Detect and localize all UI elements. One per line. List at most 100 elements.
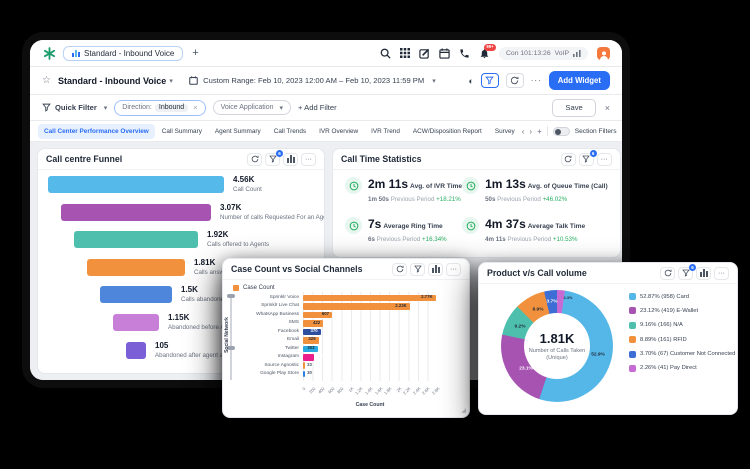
legend-swatch (629, 364, 636, 372)
slider-handle-bottom[interactable] (227, 346, 235, 350)
add-widget-button[interactable]: Add Widget (548, 71, 610, 90)
funnel-bar[interactable] (113, 313, 159, 331)
connection-status-pill[interactable]: Con 101:13:26 VoIP (499, 46, 588, 60)
add-section-button[interactable]: + (537, 126, 542, 136)
phone-icon[interactable] (459, 48, 470, 59)
date-chevron-down-icon: ▾ (432, 77, 436, 85)
filter-chip-direction[interactable]: Direction: Inbound × (114, 99, 206, 116)
board-chevron-down-icon[interactable]: ▾ (169, 77, 173, 85)
case-bar[interactable] (303, 337, 319, 344)
product-legend-item[interactable]: 9.16% (166) N/A (629, 321, 735, 329)
tab-call-center-performance-overview[interactable]: Call Center Performance Overview (38, 123, 155, 139)
case-category-label: Google Play Store (260, 371, 299, 377)
apps-grid-icon[interactable] (400, 48, 411, 58)
favorite-star-icon[interactable]: ☆ (42, 75, 51, 86)
bell-icon[interactable]: 99+ (479, 43, 497, 59)
filter-button[interactable]: 6 (265, 149, 283, 166)
tab-call-summary[interactable]: Call Summary (161, 127, 202, 135)
product-legend-item[interactable]: 8.89% (161) RFID (629, 336, 735, 344)
tab-acw-disposition-report[interactable]: ACW/Disposition Report (412, 127, 482, 135)
stat-previous-value: 4m 11s (485, 235, 506, 243)
funnel-bar[interactable] (100, 286, 172, 304)
case-category-label: Email (287, 337, 299, 343)
product-legend-item[interactable]: 23.12% (419) E-Wallet (629, 307, 735, 315)
stat-delta: +18.21% (436, 195, 461, 203)
board-title: Standard - Inbound Voice (57, 75, 167, 86)
legend-label: 3.70% (67) Customer Not Connected (640, 351, 736, 358)
filter-chip-voice-application[interactable]: Voice Application ▾ (212, 100, 292, 115)
product-legend-item[interactable]: 2.26% (41) Pay Direct (629, 364, 735, 372)
divider (546, 126, 548, 136)
tab-ivr-trend[interactable]: IVR Trend (371, 127, 400, 135)
section-filters-label: Section Filters (574, 127, 617, 135)
tabs-next-icon[interactable]: › (529, 126, 533, 136)
refresh-button[interactable] (247, 152, 262, 166)
refresh-button[interactable] (505, 73, 524, 88)
case-bar[interactable] (303, 303, 410, 310)
case-bar-value: 326 (308, 336, 316, 342)
compose-icon[interactable] (419, 48, 430, 59)
theme-contrast-icon[interactable]: ◐ (468, 75, 474, 86)
product-legend: 52.87% (958) Card 23.12% (419) E-Wallet … (629, 293, 735, 379)
more-options-button[interactable]: ··· (301, 152, 316, 166)
case-bar[interactable] (303, 328, 321, 336)
resize-handle[interactable]: ◢ (461, 408, 466, 414)
filter-button[interactable]: 6 (578, 149, 597, 166)
tab-call-trends[interactable]: Call Trends (273, 127, 307, 135)
tabs-prev-icon[interactable]: ‹ (521, 126, 525, 136)
more-options-button[interactable]: ··· (446, 262, 461, 276)
filter-button[interactable]: 6 (678, 263, 696, 280)
section-filters-toggle[interactable] (552, 126, 570, 136)
tab-ivr-overview[interactable]: IVR Overview (319, 127, 359, 135)
funnel-bar[interactable] (126, 341, 146, 359)
funnel-bar-label: 105 Abandoned after agent assignm (155, 340, 243, 359)
more-options-button[interactable]: ··· (714, 266, 729, 280)
funnel-bar[interactable] (48, 176, 224, 193)
dashboard-tab[interactable]: Standard - Inbound Voice (63, 45, 184, 61)
clock-icon (462, 177, 480, 194)
chart-type-button[interactable] (283, 152, 298, 166)
zoom-slider[interactable] (227, 294, 235, 380)
user-avatar[interactable] (597, 46, 610, 60)
case-bar[interactable] (303, 294, 436, 302)
quick-filter[interactable]: Quick Filter ▾ (42, 103, 107, 112)
save-button[interactable]: Save (552, 98, 596, 117)
funnel-bar[interactable] (74, 231, 198, 249)
product-card-actions: 6 ··· (660, 263, 729, 280)
legend-label: Case Count (243, 285, 275, 291)
chip-close-icon[interactable]: × (193, 103, 198, 112)
new-tab-button[interactable]: + (192, 47, 199, 59)
refresh-button[interactable] (660, 266, 675, 280)
more-options-button[interactable]: ··· (596, 152, 612, 166)
refresh-button[interactable] (560, 152, 576, 166)
more-options-icon[interactable]: ··· (530, 76, 542, 85)
close-icon[interactable]: × (604, 102, 610, 113)
product-legend-item[interactable]: 52.87% (958) Card (629, 293, 735, 300)
slider-handle-top[interactable] (227, 294, 235, 298)
case-bar[interactable] (303, 345, 318, 353)
funnel-bar[interactable] (87, 258, 185, 276)
add-filter-button[interactable]: + Add Filter (298, 103, 337, 112)
filter-button[interactable] (410, 262, 425, 276)
case-bar[interactable] (303, 320, 324, 327)
slice-label-card: 52.9% (591, 352, 605, 358)
calendar-icon[interactable] (439, 47, 450, 59)
search-icon[interactable] (380, 48, 391, 59)
case-bar[interactable] (303, 353, 314, 361)
case-bar[interactable] (303, 311, 333, 319)
case-bar[interactable] (303, 362, 305, 369)
date-range-picker[interactable]: Custom Range: Feb 10, 2023 12:00 AM – Fe… (189, 76, 436, 85)
case-bar-value: 2.23K (395, 302, 407, 308)
funnel-row: 1.5K Calls abandoned within (38, 282, 324, 310)
refresh-button[interactable] (392, 262, 407, 276)
chart-type-button[interactable] (428, 262, 443, 276)
legend-label: 8.89% (161) RFID (640, 336, 687, 343)
tab-agent-summary[interactable]: Agent Summary (214, 127, 261, 135)
case-bar[interactable] (303, 370, 305, 378)
filter-button[interactable] (480, 73, 499, 88)
product-legend-item[interactable]: 3.70% (67) Customer Not Connected (629, 350, 736, 358)
toolbar-actions: ◐ ··· Add Widget (468, 71, 610, 90)
tab-survey[interactable]: Survey (494, 127, 515, 135)
chart-type-button[interactable] (696, 266, 711, 280)
funnel-bar[interactable] (61, 203, 211, 221)
